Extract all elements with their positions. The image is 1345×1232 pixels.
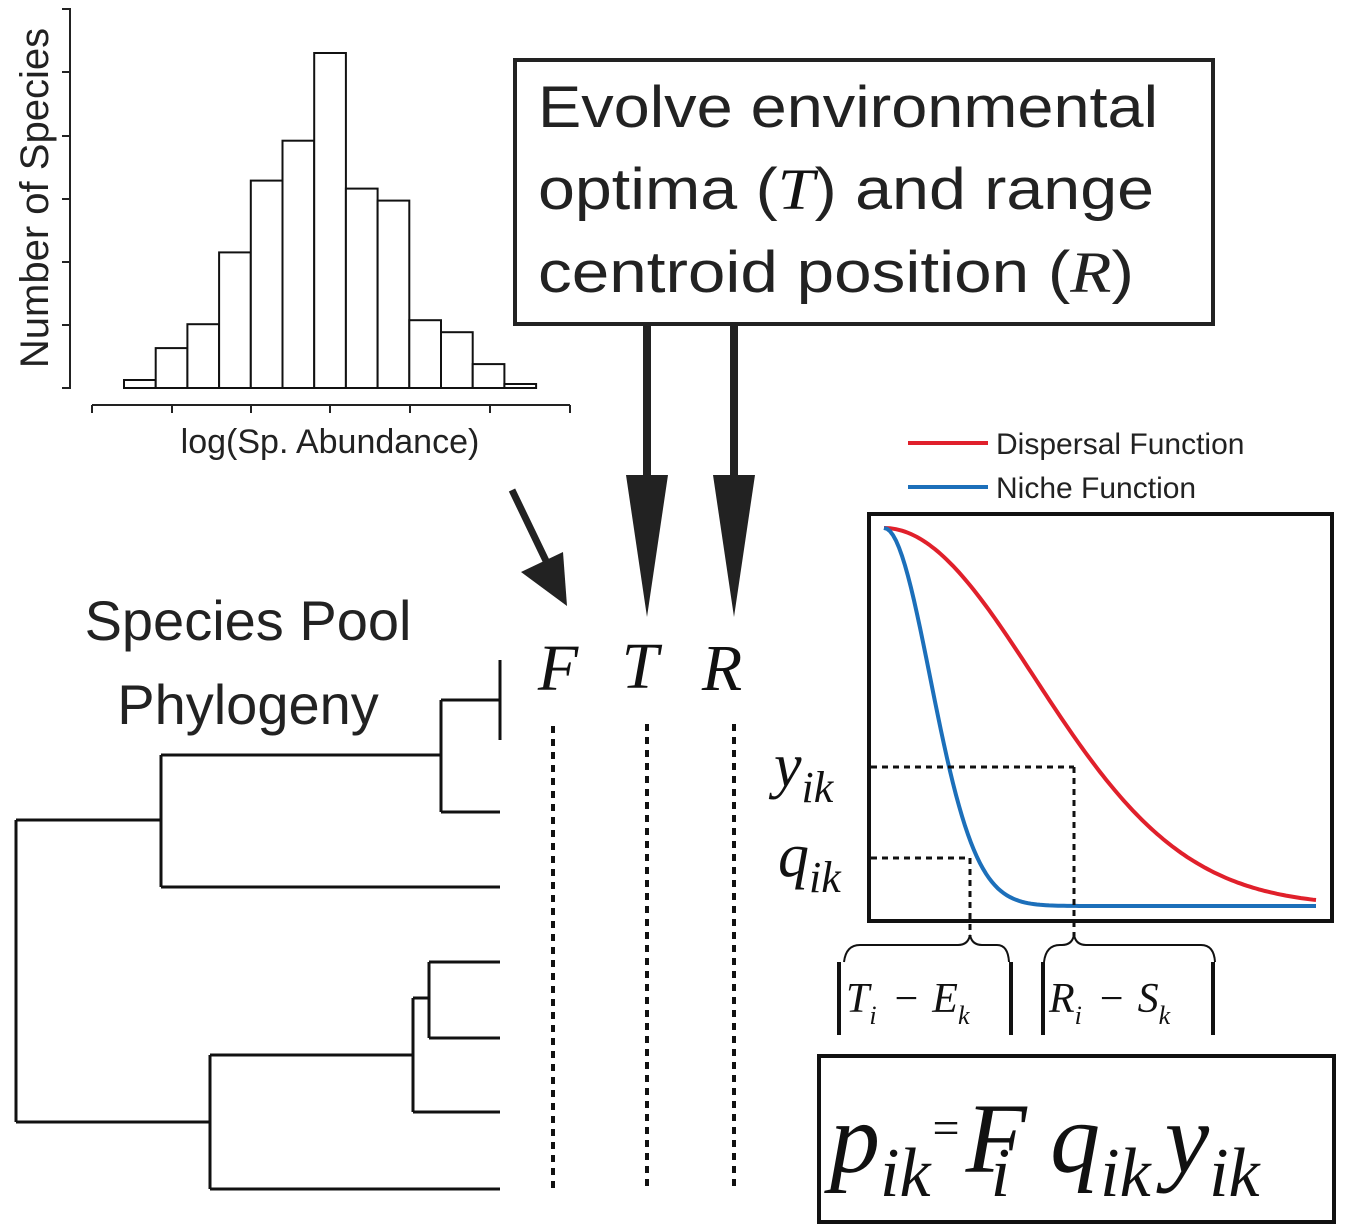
trait-t-label: T xyxy=(622,630,663,703)
histogram-y-label: Number of Species xyxy=(13,28,57,368)
phylogeny-tree xyxy=(14,660,502,1191)
function-plot: Dispersal Function Niche Function yik qi… xyxy=(768,428,1334,1035)
histogram-bar xyxy=(249,179,284,389)
arrows xyxy=(508,326,755,617)
trait-r-label: R xyxy=(701,632,742,705)
histogram-bar xyxy=(218,251,252,389)
q-ik-label: qik xyxy=(778,822,842,902)
niche-function-curve xyxy=(883,526,1316,908)
equation-box-frame xyxy=(817,1054,1336,1224)
evolve-box-line1: Evolve environmental xyxy=(538,75,1158,140)
equation-box: pik=Fi qik yik xyxy=(817,1054,1336,1224)
trait-columns: F T R xyxy=(537,630,742,1190)
function-plot-frame xyxy=(867,512,1334,923)
histogram-bar xyxy=(186,323,221,390)
absolute-value-bars xyxy=(837,962,1215,1035)
evolve-box-line2: optima (T) and range xyxy=(538,157,1154,222)
histogram-bar xyxy=(154,347,189,390)
histogram-y-ticks xyxy=(62,8,70,389)
histogram-x-label: log(Sp. Abundance) xyxy=(181,423,480,461)
histogram-bar xyxy=(123,379,157,389)
dispersal-distance-expression: Ri − Sk xyxy=(1048,976,1171,1030)
brace-niche-distance xyxy=(843,934,1010,963)
evolve-box-line3: centroid position (R) xyxy=(538,240,1134,305)
arrow-evolve-to-r xyxy=(713,326,755,617)
function-legend: Dispersal Function Niche Function xyxy=(908,428,1244,505)
histogram-bar xyxy=(408,319,442,390)
function-guide-lines xyxy=(871,765,1076,938)
niche-distance-expression: Ti − Ek xyxy=(846,976,970,1030)
histogram-bar xyxy=(313,52,347,389)
legend-dispersal-label: Dispersal Function xyxy=(996,428,1244,461)
histogram-bar xyxy=(503,383,538,389)
histogram-bar xyxy=(281,139,316,389)
brace-dispersal-distance xyxy=(1043,934,1216,963)
evolve-box: Evolve environmental optima (T) and rang… xyxy=(513,58,1215,326)
legend-niche-label: Niche Function xyxy=(996,472,1196,505)
y-ik-label: yik xyxy=(768,732,835,812)
phylogeny: Species Pool Phylogeny xyxy=(14,589,502,1191)
phylogeny-title-line2: Phylogeny xyxy=(117,673,379,736)
histogram-bar xyxy=(376,199,411,389)
arrow-histogram-to-f xyxy=(508,488,567,606)
arrow-evolve-to-t xyxy=(626,326,668,617)
probability-equation: pik=Fi qik yik xyxy=(824,1083,1262,1212)
evolve-box-frame xyxy=(513,58,1215,326)
histogram-bar xyxy=(344,187,379,389)
trait-f-label: F xyxy=(537,632,579,705)
phylogeny-title-line1: Species Pool xyxy=(85,589,412,652)
histogram-x-ticks xyxy=(91,405,571,413)
histogram-bars xyxy=(123,52,538,390)
dispersal-function-curve xyxy=(883,526,1317,902)
histogram-bar xyxy=(471,363,506,390)
histogram-bar xyxy=(440,331,474,390)
abundance-histogram: Number of Species log(Sp. Abundance) xyxy=(13,8,571,461)
